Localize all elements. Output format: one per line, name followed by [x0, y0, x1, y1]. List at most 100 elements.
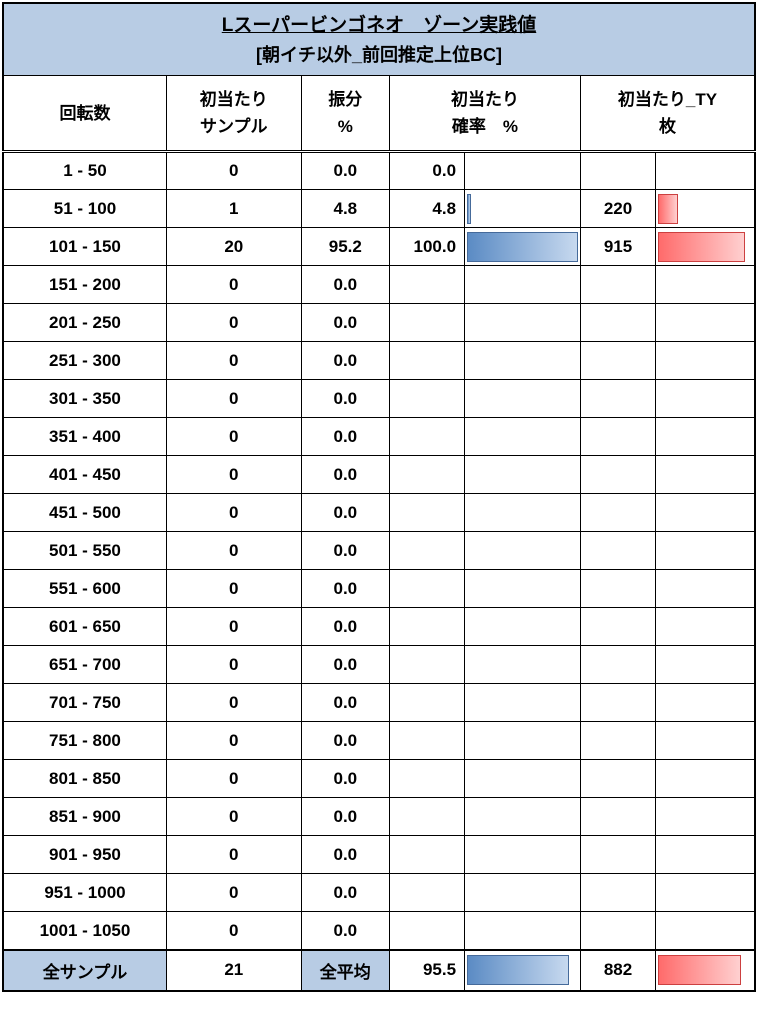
cell-ty-bar — [656, 190, 755, 228]
cell-dist: 0.0 — [301, 798, 389, 836]
cell-ty-bar — [656, 266, 755, 304]
cell-range: 301 - 350 — [3, 380, 166, 418]
cell-sample: 0 — [166, 836, 301, 874]
cell-ty-bar — [656, 418, 755, 456]
cell-ty — [580, 342, 655, 380]
cell-prob-bar — [465, 152, 581, 190]
table-row: 701 - 75000.0 — [3, 684, 755, 722]
cell-prob-bar — [465, 342, 581, 380]
cell-range: 351 - 400 — [3, 418, 166, 456]
table-row: 351 - 40000.0 — [3, 418, 755, 456]
cell-range: 501 - 550 — [3, 532, 166, 570]
cell-ty-bar — [656, 760, 755, 798]
table-row: 201 - 25000.0 — [3, 304, 755, 342]
footer-label-allsample: 全サンプル — [3, 950, 166, 991]
cell-ty: 220 — [580, 190, 655, 228]
cell-range: 451 - 500 — [3, 494, 166, 532]
cell-sample: 0 — [166, 266, 301, 304]
cell-range: 401 - 450 — [3, 456, 166, 494]
cell-dist: 0.0 — [301, 608, 389, 646]
cell-dist: 0.0 — [301, 304, 389, 342]
cell-range: 251 - 300 — [3, 342, 166, 380]
cell-prob — [389, 418, 464, 456]
cell-prob-bar — [465, 418, 581, 456]
table-row: 401 - 45000.0 — [3, 456, 755, 494]
cell-ty-bar — [656, 494, 755, 532]
cell-sample: 0 — [166, 798, 301, 836]
cell-range: 201 - 250 — [3, 304, 166, 342]
table-row: 1 - 5000.00.0 — [3, 152, 755, 190]
cell-sample: 1 — [166, 190, 301, 228]
table-row: 551 - 60000.0 — [3, 570, 755, 608]
col-header-prob: 初当たり確率 % — [389, 76, 580, 152]
cell-ty — [580, 266, 655, 304]
footer-avg-ty-bar — [656, 950, 755, 991]
cell-prob — [389, 912, 464, 950]
cell-ty — [580, 570, 655, 608]
cell-prob — [389, 798, 464, 836]
cell-prob — [389, 608, 464, 646]
cell-prob-bar — [465, 798, 581, 836]
cell-sample: 0 — [166, 456, 301, 494]
cell-sample: 0 — [166, 380, 301, 418]
cell-ty-bar — [656, 342, 755, 380]
cell-ty — [580, 646, 655, 684]
cell-prob-bar — [465, 532, 581, 570]
cell-ty-bar — [656, 646, 755, 684]
cell-ty — [580, 912, 655, 950]
cell-prob — [389, 836, 464, 874]
cell-range: 101 - 150 — [3, 228, 166, 266]
cell-ty-bar — [656, 912, 755, 950]
table-row: 801 - 85000.0 — [3, 760, 755, 798]
table-row: 251 - 30000.0 — [3, 342, 755, 380]
cell-prob-bar — [465, 608, 581, 646]
cell-dist: 95.2 — [301, 228, 389, 266]
cell-sample: 0 — [166, 760, 301, 798]
cell-dist: 0.0 — [301, 532, 389, 570]
cell-range: 651 - 700 — [3, 646, 166, 684]
cell-ty-bar — [656, 798, 755, 836]
cell-prob — [389, 380, 464, 418]
cell-range: 751 - 800 — [3, 722, 166, 760]
cell-prob — [389, 304, 464, 342]
cell-range: 801 - 850 — [3, 760, 166, 798]
table-row: 851 - 90000.0 — [3, 798, 755, 836]
cell-sample: 0 — [166, 532, 301, 570]
cell-prob — [389, 760, 464, 798]
cell-dist: 0.0 — [301, 912, 389, 950]
table-subtitle: [朝イチ以外_前回推定上位BC] — [3, 39, 755, 76]
cell-sample: 0 — [166, 570, 301, 608]
cell-ty-bar — [656, 722, 755, 760]
cell-ty — [580, 152, 655, 190]
cell-range: 551 - 600 — [3, 570, 166, 608]
cell-ty-bar — [656, 304, 755, 342]
cell-ty-bar — [656, 456, 755, 494]
table-row: 951 - 100000.0 — [3, 874, 755, 912]
cell-range: 1001 - 1050 — [3, 912, 166, 950]
cell-ty-bar — [656, 684, 755, 722]
cell-ty — [580, 532, 655, 570]
cell-ty — [580, 494, 655, 532]
cell-prob-bar — [465, 646, 581, 684]
cell-prob — [389, 646, 464, 684]
cell-dist: 0.0 — [301, 874, 389, 912]
cell-range: 901 - 950 — [3, 836, 166, 874]
cell-sample: 0 — [166, 418, 301, 456]
cell-prob-bar — [465, 494, 581, 532]
cell-dist: 0.0 — [301, 152, 389, 190]
cell-ty — [580, 418, 655, 456]
cell-dist: 0.0 — [301, 570, 389, 608]
cell-prob-bar — [465, 456, 581, 494]
cell-prob-bar — [465, 380, 581, 418]
cell-sample: 0 — [166, 342, 301, 380]
cell-range: 851 - 900 — [3, 798, 166, 836]
cell-prob-bar — [465, 874, 581, 912]
cell-dist: 0.0 — [301, 456, 389, 494]
cell-prob-bar — [465, 760, 581, 798]
table-row: 51 - 10014.84.8220 — [3, 190, 755, 228]
col-header-ty: 初当たり_TY枚 — [580, 76, 755, 152]
cell-sample: 0 — [166, 494, 301, 532]
cell-sample: 0 — [166, 304, 301, 342]
cell-sample: 0 — [166, 722, 301, 760]
cell-prob-bar — [465, 836, 581, 874]
